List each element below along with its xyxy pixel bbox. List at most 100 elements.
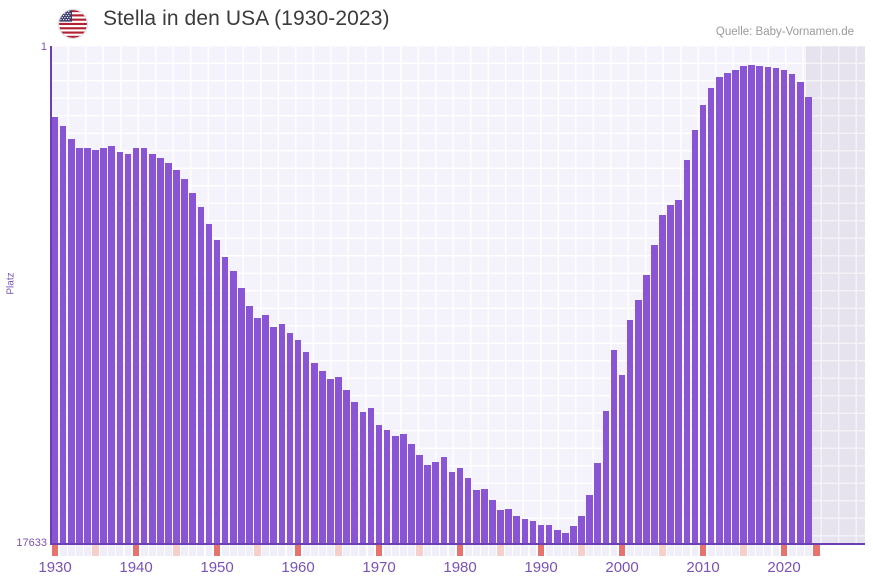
bar[interactable] (667, 205, 674, 543)
bar[interactable] (327, 379, 334, 543)
bar[interactable] (545, 525, 553, 543)
bar[interactable] (84, 148, 91, 543)
bar[interactable] (408, 444, 415, 543)
bar[interactable] (359, 412, 367, 543)
bar[interactable] (489, 500, 496, 543)
bar[interactable] (310, 363, 318, 543)
bar[interactable] (76, 148, 83, 543)
bar[interactable] (618, 375, 626, 543)
bar[interactable] (165, 163, 172, 543)
bar[interactable] (634, 300, 642, 543)
bar[interactable] (651, 245, 658, 543)
bar[interactable] (238, 288, 245, 543)
bar[interactable] (456, 468, 464, 543)
bar[interactable] (432, 462, 440, 543)
bar[interactable] (181, 179, 188, 543)
bar[interactable] (221, 257, 229, 543)
bar[interactable] (254, 318, 261, 543)
bar[interactable] (715, 77, 723, 543)
bar[interactable] (59, 126, 67, 543)
bar[interactable] (594, 463, 602, 543)
x-axis-ticks (51, 545, 865, 556)
bar[interactable] (286, 333, 294, 543)
bar[interactable] (140, 148, 148, 543)
bar[interactable] (351, 402, 359, 543)
y-axis-label-bottom: 17633 (16, 537, 47, 549)
bar[interactable] (148, 154, 156, 543)
bar[interactable] (416, 455, 423, 543)
bar[interactable] (213, 240, 221, 543)
bar[interactable] (805, 97, 812, 543)
bar[interactable] (270, 327, 278, 543)
bar[interactable] (740, 66, 747, 543)
bar[interactable] (659, 215, 666, 543)
bar[interactable] (513, 516, 521, 543)
bar[interactable] (51, 117, 59, 543)
bar[interactable] (116, 152, 124, 543)
bar[interactable] (578, 516, 585, 543)
bar[interactable] (772, 68, 780, 543)
bar[interactable] (780, 70, 788, 543)
bar[interactable] (748, 65, 755, 543)
bar[interactable] (643, 275, 650, 543)
bar[interactable] (472, 490, 480, 543)
bar[interactable] (100, 148, 107, 543)
bar[interactable] (724, 73, 731, 543)
bar[interactable] (448, 472, 456, 543)
bar[interactable] (132, 148, 140, 543)
bar[interactable] (424, 465, 431, 543)
bar[interactable] (124, 154, 132, 543)
bar[interactable] (586, 495, 593, 543)
bar[interactable] (67, 139, 75, 543)
bar[interactable] (197, 207, 205, 543)
bar[interactable] (375, 425, 383, 543)
bar[interactable] (157, 158, 164, 543)
bar[interactable] (481, 489, 488, 543)
bar[interactable] (205, 224, 213, 543)
bar[interactable] (675, 200, 683, 543)
bar[interactable] (732, 70, 739, 543)
bar[interactable] (400, 434, 407, 543)
bar[interactable] (343, 390, 350, 543)
bar[interactable] (707, 88, 715, 543)
bar[interactable] (262, 315, 269, 543)
bar[interactable] (440, 457, 448, 543)
bar[interactable] (383, 430, 391, 543)
bar[interactable] (229, 271, 237, 543)
bar[interactable] (764, 67, 772, 543)
bar[interactable] (626, 320, 634, 543)
bar[interactable] (189, 193, 197, 543)
x-tick (310, 545, 318, 556)
bar[interactable] (788, 74, 796, 543)
bar[interactable] (92, 150, 99, 543)
bar[interactable] (319, 371, 326, 543)
bar[interactable] (246, 306, 253, 543)
bar[interactable] (570, 526, 577, 543)
bar[interactable] (683, 160, 691, 543)
bar[interactable] (367, 408, 375, 543)
bar[interactable] (497, 510, 504, 543)
bar[interactable] (521, 519, 529, 543)
bar[interactable] (756, 66, 764, 543)
x-tick (561, 545, 569, 556)
bar[interactable] (699, 105, 707, 543)
bar[interactable] (278, 324, 286, 543)
x-tick (408, 545, 415, 556)
bar[interactable] (294, 340, 302, 543)
bar[interactable] (610, 350, 618, 543)
bar[interactable] (553, 530, 561, 543)
bar[interactable] (505, 509, 512, 543)
us-flag-icon (59, 10, 87, 38)
bar[interactable] (602, 411, 610, 543)
bar[interactable] (796, 82, 804, 543)
bar[interactable] (537, 525, 545, 543)
bar[interactable] (302, 352, 310, 543)
bar[interactable] (173, 170, 180, 543)
bar[interactable] (464, 478, 472, 543)
bar[interactable] (691, 130, 699, 543)
bar[interactable] (562, 533, 569, 543)
bar[interactable] (108, 146, 116, 543)
bar[interactable] (335, 377, 342, 543)
bar[interactable] (529, 521, 537, 543)
bar[interactable] (391, 436, 399, 543)
